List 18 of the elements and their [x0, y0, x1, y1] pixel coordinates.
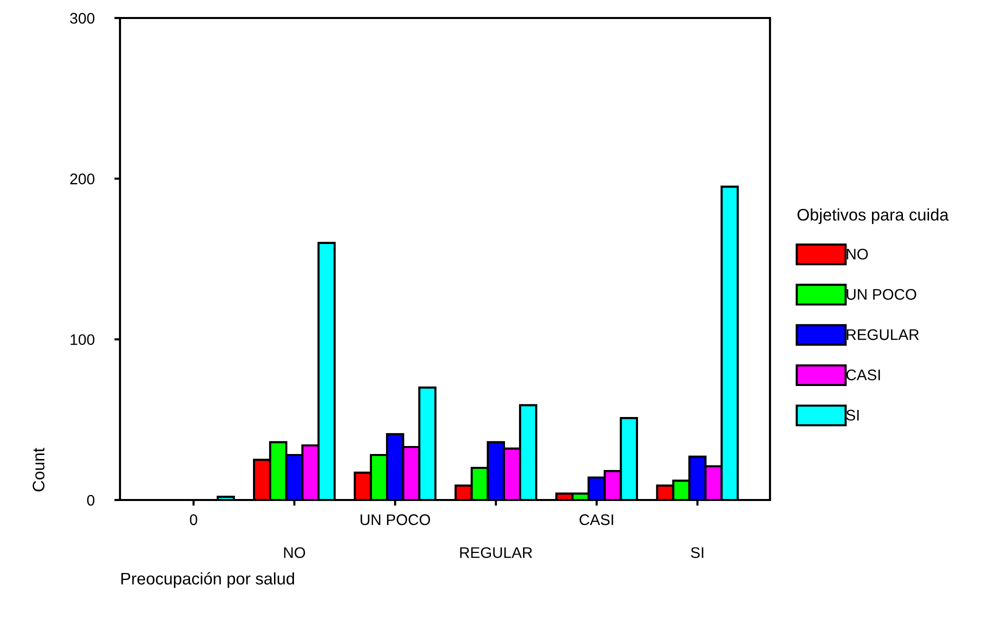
- legend-label: UN POCO: [846, 289, 916, 300]
- y-tick-label: 0: [87, 494, 94, 506]
- y-axis-title: Count: [32, 448, 44, 492]
- x-tick-label: NO: [284, 547, 306, 558]
- y-tick-label: 100: [70, 334, 94, 346]
- x-tick-label: CASI: [580, 514, 614, 526]
- legend-title: Objetivos para cuida: [798, 208, 949, 224]
- x-axis-title: Preocupación por salud: [121, 572, 294, 588]
- legend-label: CASI: [846, 370, 880, 380]
- x-tick-label: SI: [690, 547, 704, 558]
- legend-label: SI: [846, 410, 859, 421]
- x-tick-label: 0: [190, 514, 198, 526]
- x-tick-label: REGULAR: [460, 547, 532, 558]
- legend-label: REGULAR: [846, 329, 919, 340]
- y-tick-label: 300: [70, 12, 94, 24]
- y-tick-label: 200: [70, 174, 94, 184]
- x-tick-label: UN POCO: [360, 514, 430, 526]
- legend-label: NO: [846, 248, 868, 260]
